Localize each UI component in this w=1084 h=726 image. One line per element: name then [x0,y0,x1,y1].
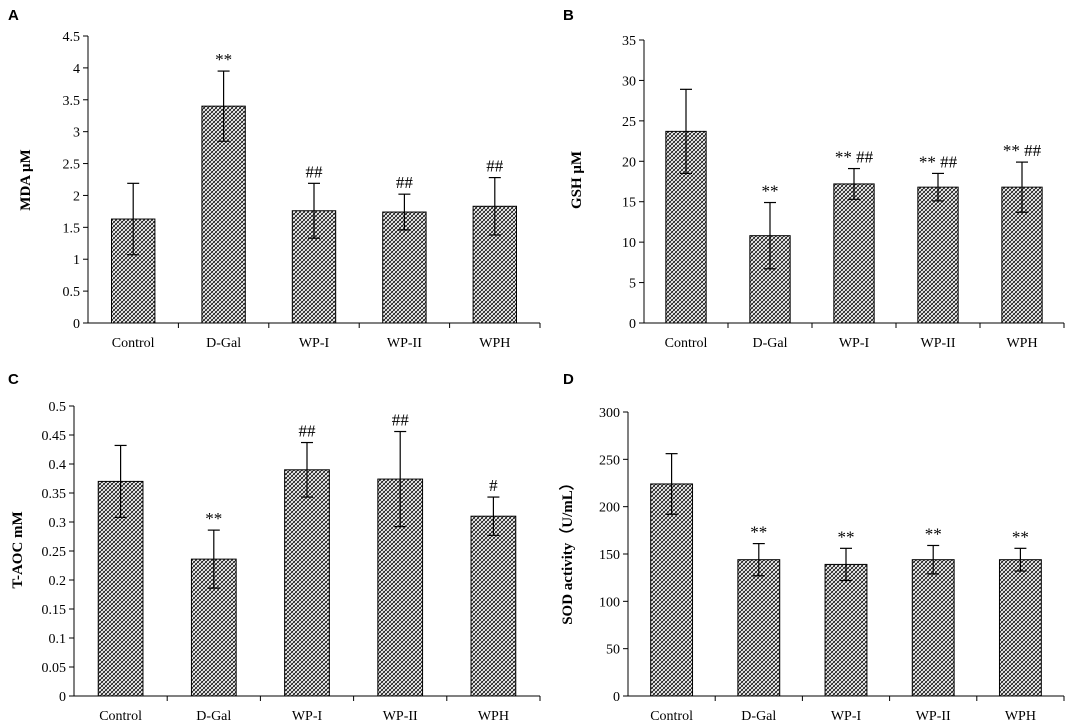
x-tick-label-a: WP-I [299,336,330,351]
y-tick-label-b: 15 [622,196,636,211]
x-tick-label-d: WPH [1005,709,1036,724]
significance-label-d: ** [925,524,942,543]
significance-label-a: ## [486,157,504,176]
x-tick-label-d: Control [650,709,693,724]
x-tick-label-a: Control [112,336,155,351]
x-tick-label-c: WP-I [292,709,323,724]
bar-b-wp-i [833,183,875,324]
x-tick-label-b: WP-I [839,336,870,351]
plot-area-a: 0 0.5 1 1.5 2 2.5 3 3.5 4 4.5 Control D-Gal ** WP-I ##… [63,30,541,351]
y-axis-label-a: MDA μM [18,149,34,210]
panel-b: B GSH μM 0 5 10 15 20 25 30 35 Control D-Gal ** WP-… [563,7,1065,351]
x-tick-label-b: Control [665,336,708,351]
y-axis-label-c: T-AOC mM [10,511,26,588]
panel-d: D SOD activity（U/mL） 0 50 100 150 200 250 300 C… [558,371,1065,724]
bar-c-wp-i [284,469,330,697]
panel-letter-d: D [563,371,574,388]
y-tick-label-a: 4 [73,62,80,77]
bar-b-wp-ii [917,186,959,324]
x-tick-label-b: WPH [1006,336,1037,351]
panel-letter-b: B [563,7,574,24]
y-tick-label-b: 30 [622,74,636,89]
significance-label-d: ** [1012,527,1029,546]
bar-d-d-gal [737,559,781,697]
x-tick-label-a: WPH [479,336,510,351]
y-tick-label-a: 3.5 [63,94,81,109]
bar-c-wph [470,515,517,697]
significance-label-a: ## [306,162,324,181]
y-tick-label-d: 150 [599,548,620,563]
plot-area-c: 0 0.05 0.1 0.15 0.2 0.25 0.3 0.35 0.4 0.45 0.5 Cont… [42,400,541,724]
x-tick-label-d: WP-I [831,709,862,724]
x-tick-label-d: D-Gal [741,709,776,724]
y-tick-label-c: 0.45 [42,429,67,444]
y-tick-label-d: 300 [599,406,620,421]
significance-label-c: ## [392,411,410,430]
y-tick-label-b: 0 [629,317,636,332]
y-tick-label-a: 2.5 [63,158,81,173]
y-tick-label-a: 0 [73,317,80,332]
x-tick-label-d: WP-II [916,709,951,724]
x-tick-label-a: WP-II [387,336,422,351]
y-tick-label-d: 100 [599,595,620,610]
y-tick-label-c: 0.15 [42,603,67,618]
significance-label-c: ## [299,422,317,441]
significance-label-a: ## [396,173,414,192]
panel-letter-c: C [8,371,19,388]
significance-label-d: ** [838,527,855,546]
panel-c: C T-AOC mM 0 0.05 0.1 0.15 0.2 0.25 0.3 0.35 0.4… [8,371,541,724]
significance-label-b: ** ## [1003,141,1042,160]
y-tick-label-c: 0.1 [49,632,67,647]
y-tick-label-d: 250 [599,453,620,468]
bar-a-d-gal [201,105,246,324]
y-tick-label-c: 0.35 [42,487,67,502]
y-tick-label-c: 0 [59,690,66,705]
significance-label-b: ** [762,182,779,201]
x-tick-label-b: D-Gal [753,336,788,351]
significance-label-b: ** ## [919,152,958,171]
x-tick-label-c: WP-II [383,709,418,724]
y-tick-label-a: 1.5 [63,221,81,236]
y-tick-label-a: 0.5 [63,285,81,300]
y-tick-label-c: 0.5 [49,400,67,415]
y-tick-label-a: 4.5 [63,30,81,45]
y-tick-label-c: 0.3 [49,516,67,531]
y-tick-label-b: 10 [622,236,636,251]
x-tick-label-a: D-Gal [206,336,241,351]
bar-d-wph [998,559,1042,697]
x-tick-label-c: D-Gal [196,709,231,724]
y-tick-label-b: 20 [622,155,636,170]
significance-label-a: ** [215,50,232,69]
y-tick-label-d: 50 [606,643,620,658]
bar-d-control [650,483,694,697]
x-tick-label-c: Control [99,709,142,724]
bar-d-wp-i [824,563,868,697]
panel-a: A MDA μM 0 0.5 1 1.5 2 2.5 3 3.5 4 4.5 Control D-Ga… [8,7,541,351]
plot-area-d: 0 50 100 150 200 250 300 Control D-Gal ** WP-I ** WP… [599,406,1065,724]
plot-area-b: 0 5 10 15 20 25 30 35 Control D-Gal ** WP-I ** ## WP-… [622,34,1065,351]
significance-label-c: # [489,476,498,495]
y-tick-label-c: 0.05 [42,661,67,676]
y-tick-label-c: 0.2 [49,574,67,589]
y-axis-label-d: SOD activity（U/mL） [558,475,576,625]
y-tick-label-b: 25 [622,115,636,130]
y-tick-label-d: 0 [613,690,620,705]
panel-letter-a: A [8,7,19,24]
y-tick-label-c: 0.4 [49,458,67,473]
significance-label-c: ** [205,509,222,528]
x-tick-label-b: WP-II [921,336,956,351]
y-tick-label-a: 1 [73,253,80,268]
bar-d-wp-ii [911,559,955,697]
y-tick-label-b: 35 [622,34,636,49]
y-tick-label-b: 5 [629,277,636,292]
x-tick-label-c: WPH [478,709,509,724]
y-axis-label-b: GSH μM [569,151,585,209]
y-tick-label-a: 3 [73,126,80,141]
significance-label-b: ** ## [835,148,874,167]
y-tick-label-a: 2 [73,189,80,204]
y-tick-label-d: 200 [599,501,620,516]
significance-label-d: ** [750,523,767,542]
y-tick-label-c: 0.25 [42,545,67,560]
